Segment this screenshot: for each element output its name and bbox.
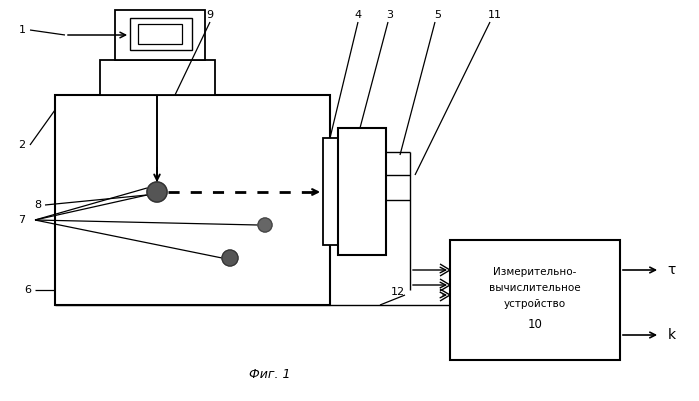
Bar [100,60,215,95]
Bar [450,240,620,360]
Circle shape [147,182,167,202]
Text: 12: 12 [391,287,405,297]
Text: Фиг. 1: Фиг. 1 [250,369,291,381]
Circle shape [222,250,238,266]
Text: 3: 3 [387,10,394,20]
Bar [130,18,192,50]
Text: 4: 4 [354,10,361,20]
Circle shape [258,218,272,232]
Text: τ: τ [668,263,676,277]
Bar [138,24,182,44]
Text: 2: 2 [18,140,26,150]
Text: 9: 9 [206,10,214,20]
Bar [115,10,205,60]
Text: 10: 10 [528,318,542,332]
Bar [323,138,338,245]
Text: Измерительно-: Измерительно- [493,267,577,277]
Text: 5: 5 [435,10,442,20]
Text: 7: 7 [18,215,26,225]
Text: 11: 11 [488,10,502,20]
Bar [338,128,386,255]
Text: 6: 6 [24,285,31,295]
Text: 1: 1 [18,25,25,35]
Bar [55,95,330,305]
Text: k: k [668,328,676,342]
Text: вычислительное: вычислительное [489,283,581,293]
Text: 8: 8 [34,200,41,210]
Text: устройство: устройство [504,299,566,309]
